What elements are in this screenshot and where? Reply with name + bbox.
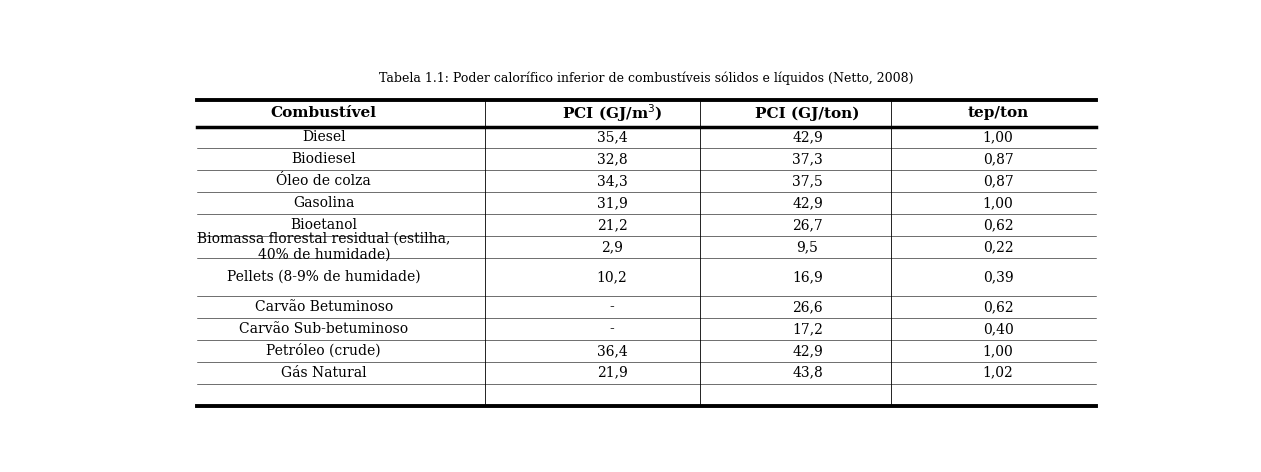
Text: Óleo de colza: Óleo de colza bbox=[276, 174, 371, 188]
Text: Bioetanol: Bioetanol bbox=[290, 218, 357, 232]
Text: 1,02: 1,02 bbox=[982, 366, 1014, 379]
Text: 37,3: 37,3 bbox=[792, 152, 823, 166]
Text: 0,62: 0,62 bbox=[982, 218, 1014, 232]
Text: 26,6: 26,6 bbox=[792, 300, 823, 314]
Text: Biodiesel: Biodiesel bbox=[291, 152, 356, 166]
Text: 37,5: 37,5 bbox=[792, 174, 823, 188]
Text: Combustível: Combustível bbox=[271, 106, 377, 120]
Text: 17,2: 17,2 bbox=[792, 322, 823, 336]
Text: 35,4: 35,4 bbox=[596, 130, 628, 144]
Text: 26,7: 26,7 bbox=[792, 218, 823, 232]
Text: Carvão Sub-betuminoso: Carvão Sub-betuminoso bbox=[240, 322, 409, 336]
Text: Gasolina: Gasolina bbox=[293, 196, 354, 210]
Text: 1,00: 1,00 bbox=[982, 344, 1014, 358]
Text: tep/ton: tep/ton bbox=[967, 106, 1029, 120]
Text: PCI (GJ/ton): PCI (GJ/ton) bbox=[755, 106, 860, 120]
Text: 0,87: 0,87 bbox=[982, 152, 1014, 166]
Text: 43,8: 43,8 bbox=[792, 366, 823, 379]
Text: 42,9: 42,9 bbox=[792, 196, 823, 210]
Text: -: - bbox=[609, 322, 614, 336]
Text: 0,22: 0,22 bbox=[982, 240, 1014, 254]
Text: 0,87: 0,87 bbox=[982, 174, 1014, 188]
Text: -: - bbox=[609, 300, 614, 314]
Text: 16,9: 16,9 bbox=[792, 270, 823, 284]
Text: PCI (GJ/m$^3$): PCI (GJ/m$^3$) bbox=[562, 102, 662, 124]
Text: 21,2: 21,2 bbox=[596, 218, 628, 232]
Text: Diesel: Diesel bbox=[301, 130, 346, 144]
Text: Tabela 1.1: Poder calorífico inferior de combustíveis sólidos e líquidos (Netto,: Tabela 1.1: Poder calorífico inferior de… bbox=[380, 71, 913, 84]
Text: Gás Natural: Gás Natural bbox=[281, 366, 367, 379]
Text: 42,9: 42,9 bbox=[792, 344, 823, 358]
Text: 1,00: 1,00 bbox=[982, 130, 1014, 144]
Text: Biomassa florestal residual (estilha,
40% de humidade): Biomassa florestal residual (estilha, 40… bbox=[197, 232, 450, 262]
Text: 42,9: 42,9 bbox=[792, 130, 823, 144]
Text: 34,3: 34,3 bbox=[596, 174, 628, 188]
Text: 2,9: 2,9 bbox=[601, 240, 623, 254]
Text: Petróleo (crude): Petróleo (crude) bbox=[266, 344, 381, 358]
Text: 36,4: 36,4 bbox=[596, 344, 628, 358]
Text: 0,40: 0,40 bbox=[982, 322, 1014, 336]
Text: 10,2: 10,2 bbox=[596, 270, 628, 284]
Text: 21,9: 21,9 bbox=[596, 366, 628, 379]
Text: 1,00: 1,00 bbox=[982, 196, 1014, 210]
Text: Carvão Betuminoso: Carvão Betuminoso bbox=[255, 300, 393, 314]
Text: 0,39: 0,39 bbox=[982, 270, 1014, 284]
Text: 9,5: 9,5 bbox=[797, 240, 818, 254]
Text: 0,62: 0,62 bbox=[982, 300, 1014, 314]
Text: 32,8: 32,8 bbox=[596, 152, 628, 166]
Text: Pellets (8-9% de humidade): Pellets (8-9% de humidade) bbox=[227, 270, 421, 284]
Text: 31,9: 31,9 bbox=[596, 196, 628, 210]
